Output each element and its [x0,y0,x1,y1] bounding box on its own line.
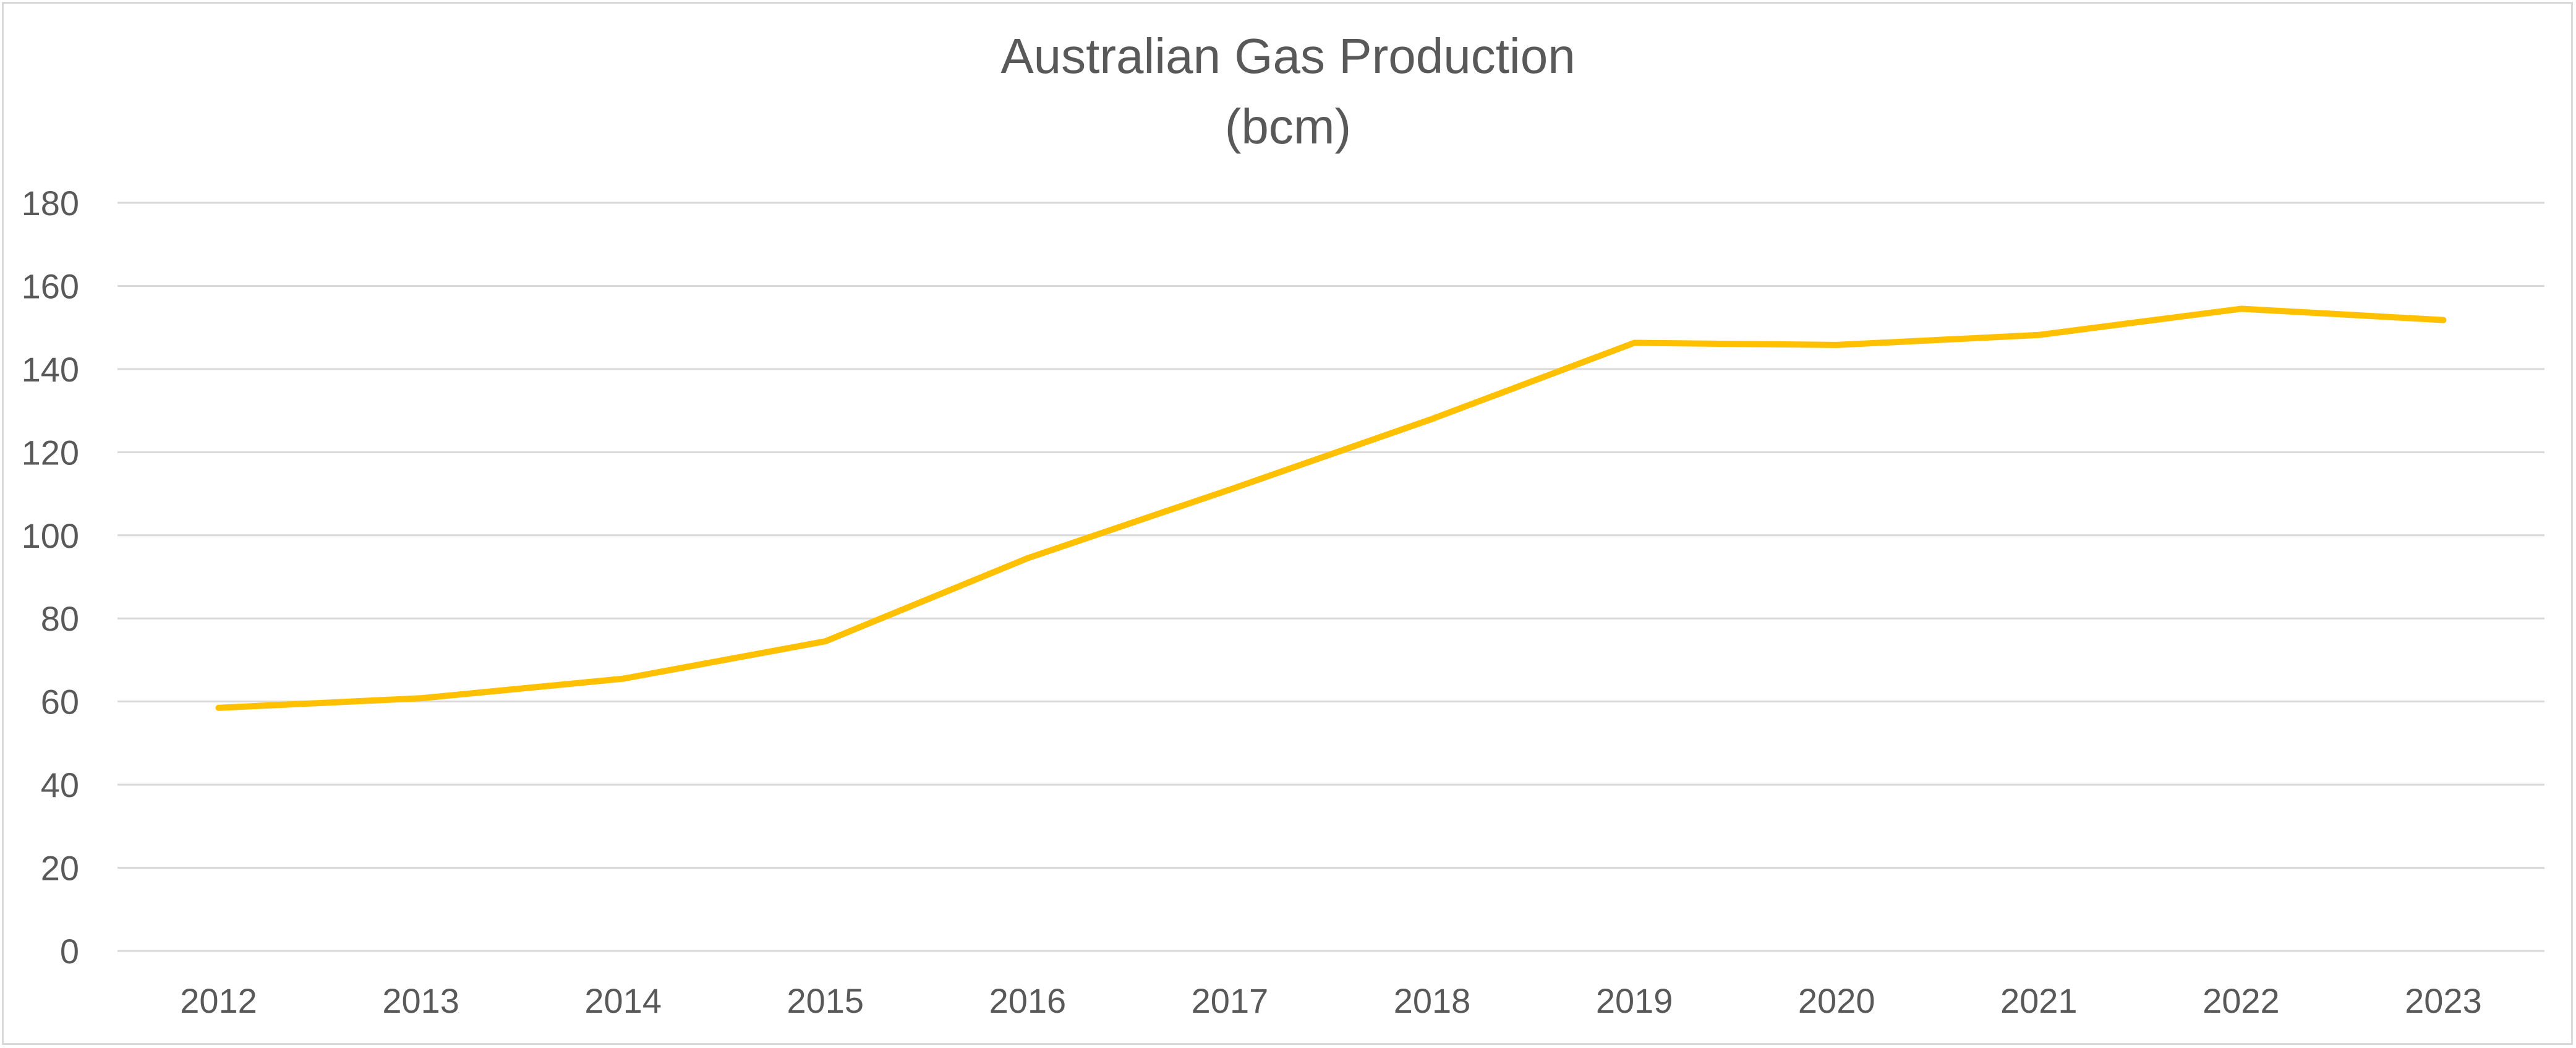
y-tick-label: 140 [22,350,79,389]
x-tick-label: 2020 [1798,981,1875,1020]
x-tick-label: 2014 [584,981,662,1020]
y-tick-label: 160 [22,266,79,305]
gridlines [117,202,2544,952]
chart-title: Australian Gas Production [1000,28,1575,83]
y-tick-label: 0 [60,932,79,971]
series-line-0 [215,305,2447,711]
x-tick-label: 2017 [1192,981,1269,1020]
y-tick-label: 120 [22,433,79,472]
y-axis-tick-labels: 0 20 40 60 80 100 120 140 160 180 [22,184,79,971]
x-axis-tick-labels: 2012 2013 2014 2015 2016 2017 2018 2019 2020 2021… [180,981,2481,1020]
y-tick-label: 100 [22,516,79,555]
x-tick-label: 2019 [1596,981,1673,1020]
x-tick-label: 2022 [2203,981,2280,1020]
x-tick-label: 2013 [382,981,459,1020]
y-tick-label: 60 [41,683,79,722]
x-tick-label: 2015 [787,981,864,1020]
y-tick-label: 80 [41,599,79,638]
y-tick-label: 40 [41,765,79,804]
x-tick-label: 2023 [2405,981,2482,1020]
y-tick-label: 180 [22,184,79,223]
x-tick-label: 2021 [2000,981,2078,1020]
chart-subtitle: (bcm) [1225,99,1351,154]
x-tick-label: 2012 [180,981,257,1020]
y-tick-label: 20 [41,849,79,888]
series-layer [215,305,2447,711]
x-tick-label: 2018 [1394,981,1471,1020]
x-tick-label: 2016 [989,981,1067,1020]
